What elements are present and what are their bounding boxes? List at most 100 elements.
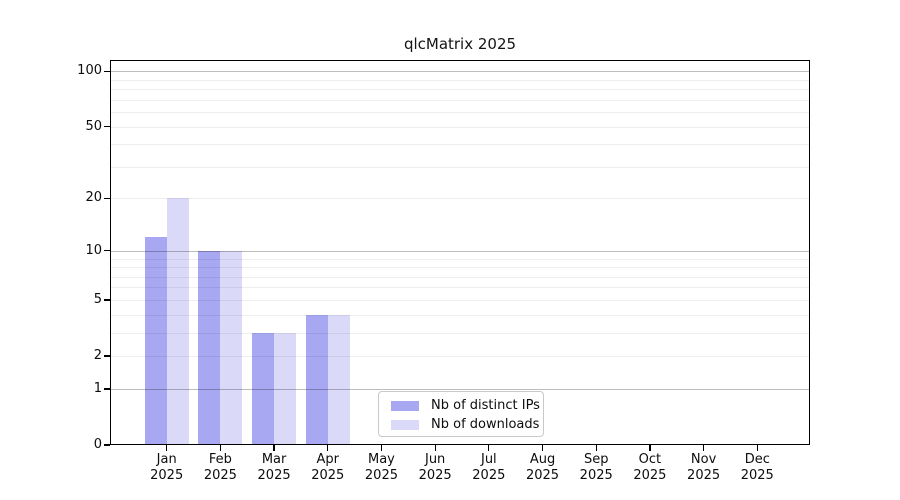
y-tick-label-100: 100	[77, 63, 102, 79]
x-tick-label-nov: Nov 2025	[676, 452, 732, 484]
x-tick-label-jan: Jan 2025	[139, 452, 195, 484]
x-tick-aug	[541, 445, 544, 451]
gridline-minor-7	[111, 276, 809, 278]
x-tick-jan	[166, 445, 168, 451]
y-tick-2	[104, 355, 110, 357]
x-tick-feb	[219, 445, 222, 451]
bar-nb-of-distinct-ips-jan	[144, 237, 167, 444]
y-tick-label-10: 10	[85, 242, 102, 258]
x-label-line: 2025	[257, 468, 291, 483]
y-tick-label-5: 5	[93, 291, 102, 307]
x-label-line: 2025	[633, 468, 667, 483]
y-tick-1	[104, 388, 110, 390]
x-label-line: Feb	[208, 452, 232, 467]
legend-label-downloads: Nb of downloads	[431, 417, 540, 432]
y-tick-5	[104, 299, 110, 301]
y-tick-label-2: 2	[93, 348, 102, 364]
bar-nb-of-distinct-ips-mar	[252, 332, 275, 444]
x-label-line: Mar	[261, 452, 287, 467]
gridline-minor-8	[111, 267, 809, 269]
x-tick-nov	[702, 445, 705, 451]
x-label-line: 2025	[472, 468, 506, 483]
y-tick-label-0: 0	[93, 437, 102, 452]
x-label-line: 2025	[579, 468, 613, 483]
y-tick-100	[104, 70, 110, 72]
legend: Nb of distinct IPs Nb of downloads	[378, 391, 544, 437]
x-tick-dec	[756, 445, 758, 451]
x-label-line: 2025	[311, 468, 345, 483]
x-tick-jul	[488, 445, 490, 451]
y-tick-label-50: 50	[85, 118, 102, 134]
x-label-line: Sep	[583, 452, 609, 467]
x-label-line: Aug	[529, 452, 556, 467]
x-tick-label-jul: Jul 2025	[461, 452, 517, 484]
x-tick-mar	[273, 445, 275, 451]
x-tick-label-mar: Mar 2025	[246, 452, 302, 484]
gridline-minor-4	[111, 314, 809, 316]
bar-nb-of-downloads-jan	[166, 198, 189, 444]
x-label-line: Jun	[424, 452, 446, 467]
gridline-minor-2	[111, 356, 809, 358]
x-label-line: May	[368, 452, 395, 467]
gridline-minor-30	[111, 166, 809, 168]
x-label-line: 2025	[740, 468, 774, 483]
gridline-minor-20	[111, 198, 809, 200]
gridline-major-10	[111, 250, 809, 252]
legend-swatch-downloads	[391, 419, 419, 430]
gridline-minor-9	[111, 258, 809, 260]
bar-nb-of-downloads-mar	[274, 332, 297, 444]
gridline-minor-70	[111, 99, 809, 101]
x-label-line: Oct	[638, 452, 662, 467]
gridline-major-100	[111, 71, 809, 73]
gridline-minor-6	[111, 287, 809, 289]
x-tick-label-aug: Aug 2025	[515, 452, 571, 484]
x-label-line: Jan	[156, 452, 177, 467]
x-tick-label-may: May 2025	[353, 452, 409, 484]
y-tick-label-1: 1	[93, 380, 102, 396]
x-tick-label-sep: Sep 2025	[568, 452, 624, 484]
bar-nb-of-downloads-feb	[220, 250, 243, 444]
y-tick-50	[104, 125, 110, 128]
x-tick-apr	[327, 445, 329, 451]
y-tick-20	[104, 197, 110, 200]
gridline-minor-90	[111, 79, 809, 81]
gridline-major-1	[111, 388, 809, 390]
x-label-line: 2025	[418, 468, 452, 483]
x-label-line: Jul	[480, 452, 497, 467]
x-label-line: Apr	[316, 452, 340, 467]
x-tick-sep	[595, 445, 597, 451]
legend-item-distinct-ips: Nb of distinct IPs	[385, 396, 540, 415]
legend-swatch-distinct-ips	[391, 400, 419, 411]
x-label-line: 2025	[150, 468, 184, 483]
x-tick-may	[380, 445, 383, 451]
x-label-line: Dec	[744, 452, 770, 467]
x-tick-jun	[434, 445, 436, 451]
gridline-minor-5	[111, 299, 809, 301]
x-tick-label-oct: Oct 2025	[622, 452, 678, 484]
bar-nb-of-distinct-ips-feb	[198, 250, 221, 444]
bar-nb-of-downloads-apr	[327, 314, 350, 444]
legend-label-distinct-ips: Nb of distinct IPs	[431, 398, 540, 413]
gridline-minor-80	[111, 89, 809, 91]
x-tick-label-jun: Jun 2025	[407, 452, 463, 484]
y-tick-label-20: 20	[85, 190, 102, 206]
gridline-minor-3	[111, 332, 809, 334]
chart-title: qlcMatrix 2025	[403, 35, 517, 53]
legend-item-downloads: Nb of downloads	[385, 415, 540, 434]
x-tick-label-dec: Dec 2025	[729, 452, 785, 484]
x-tick-label-apr: Apr 2025	[300, 452, 356, 484]
x-label-line: Nov	[690, 452, 717, 467]
x-tick-label-feb: Feb 2025	[192, 452, 248, 484]
x-tick-oct	[649, 445, 651, 451]
x-label-line: 2025	[364, 468, 398, 483]
x-label-line: 2025	[203, 468, 237, 483]
gridline-minor-40	[111, 144, 809, 146]
gridline-minor-60	[111, 112, 809, 114]
y-tick-10	[104, 250, 110, 252]
x-label-line: 2025	[687, 468, 721, 483]
bar-nb-of-distinct-ips-apr	[305, 314, 328, 444]
gridline-minor-50	[111, 126, 809, 128]
x-label-line: 2025	[525, 468, 560, 483]
y-tick-0	[104, 444, 110, 446]
